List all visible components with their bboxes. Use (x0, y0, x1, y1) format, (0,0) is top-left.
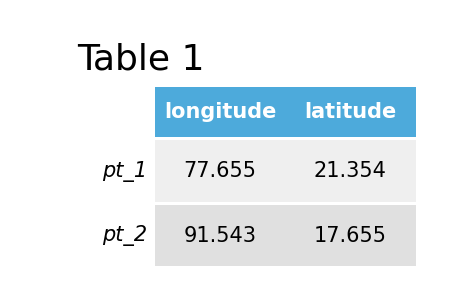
Text: pt_2: pt_2 (102, 225, 147, 246)
Text: 77.655: 77.655 (183, 161, 256, 181)
Text: 21.354: 21.354 (314, 161, 387, 181)
FancyBboxPatch shape (155, 205, 416, 267)
Text: 17.655: 17.655 (314, 226, 387, 246)
Text: longitude: longitude (164, 102, 276, 122)
Text: latitude: latitude (304, 102, 396, 122)
Text: Table 1: Table 1 (78, 43, 205, 77)
FancyBboxPatch shape (155, 140, 416, 202)
Text: pt_1: pt_1 (102, 161, 147, 181)
Text: 91.543: 91.543 (183, 226, 256, 246)
FancyBboxPatch shape (155, 86, 416, 137)
